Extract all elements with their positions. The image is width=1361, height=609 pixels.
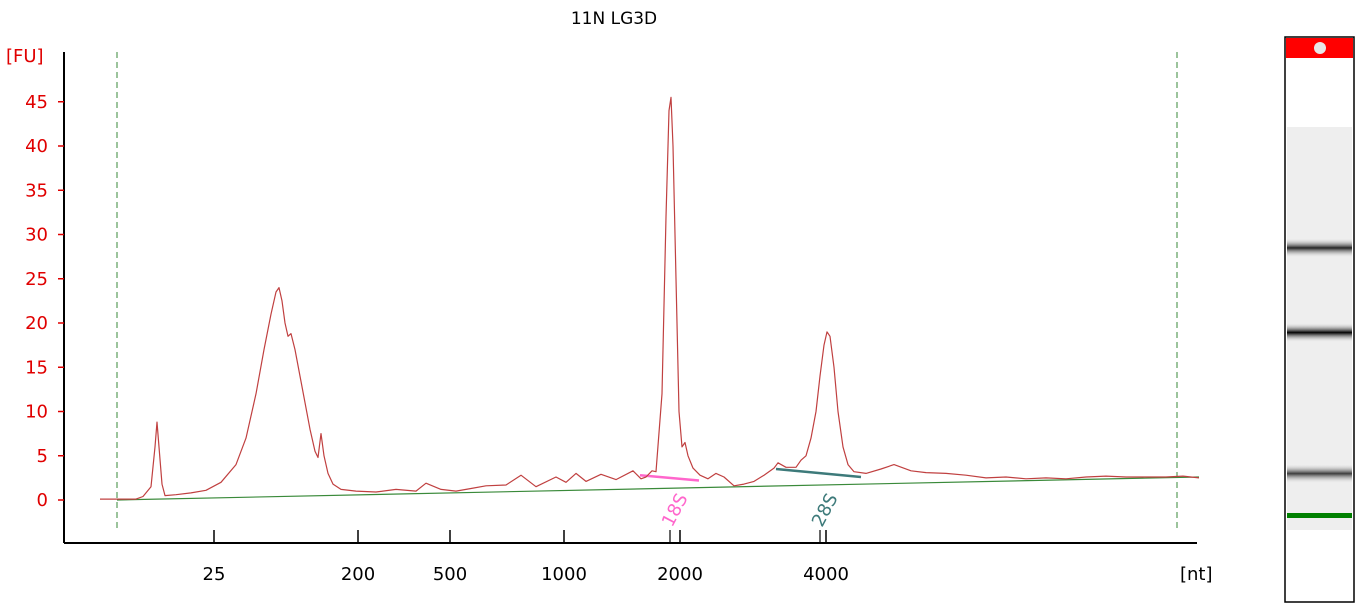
y-tick-label: 25 xyxy=(25,269,48,290)
baseline-line xyxy=(116,476,1200,501)
series-line xyxy=(100,96,1200,500)
marker-dot-icon xyxy=(1314,42,1326,54)
y-tick-label: 35 xyxy=(25,180,48,201)
gel-band xyxy=(1287,322,1352,343)
x-tick-label: 500 xyxy=(433,564,467,585)
gel-lane xyxy=(1284,36,1355,603)
y-tick-label: 15 xyxy=(25,357,48,378)
gel-band xyxy=(1287,237,1352,258)
y-tick-label: 5 xyxy=(37,446,48,467)
y-tick-label: 0 xyxy=(37,490,48,511)
x-tick-label: 200 xyxy=(341,564,375,585)
fragment-line xyxy=(639,473,700,482)
chart-title: 11N LG3D xyxy=(571,9,657,29)
lower-marker-bar xyxy=(1287,513,1352,518)
y-tick-label: 40 xyxy=(25,136,48,157)
x-axis-label: [nt] xyxy=(1180,564,1213,585)
fragment-label: 18S xyxy=(658,490,693,530)
fragment-line xyxy=(775,467,862,479)
y-tick-label: 45 xyxy=(25,92,48,113)
gel-band xyxy=(1287,463,1352,484)
x-tick-label: 1000 xyxy=(541,564,587,585)
y-axis-label: [FU] xyxy=(6,46,44,67)
x-tick-label: 4000 xyxy=(803,564,849,585)
y-tick-label: 30 xyxy=(25,225,48,246)
y-tick-label: 10 xyxy=(25,402,48,423)
y-tick-label: 20 xyxy=(25,313,48,334)
x-tick-label: 25 xyxy=(203,564,226,585)
x-tick-label: 2000 xyxy=(657,564,703,585)
fragment-label: 28S xyxy=(808,490,843,530)
